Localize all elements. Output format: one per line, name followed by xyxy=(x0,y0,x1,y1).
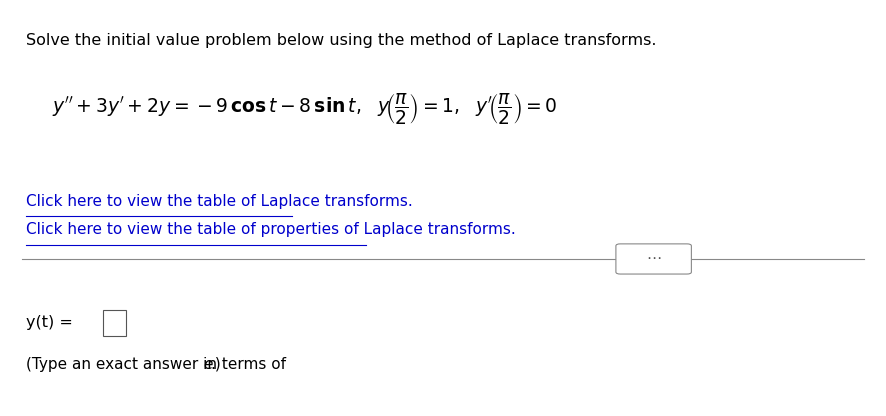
Text: $y'' + 3y' + 2y = -9\,\mathbf{cos}\,t - 8\,\mathbf{sin}\,t,\ \ y\!\left(\dfrac{\: $y'' + 3y' + 2y = -9\,\mathbf{cos}\,t - … xyxy=(52,91,558,126)
FancyBboxPatch shape xyxy=(616,244,691,274)
Text: (Type an exact answer in terms of: (Type an exact answer in terms of xyxy=(26,357,291,372)
FancyBboxPatch shape xyxy=(617,242,690,276)
Text: Solve the initial value problem below using the method of Laplace transforms.: Solve the initial value problem below us… xyxy=(26,33,657,48)
Text: Click here to view the table of properties of Laplace transforms.: Click here to view the table of properti… xyxy=(26,222,516,237)
Text: ⋯: ⋯ xyxy=(646,251,661,267)
FancyBboxPatch shape xyxy=(104,310,126,337)
Text: y(t) =: y(t) = xyxy=(26,314,73,329)
Text: .): .) xyxy=(210,357,221,372)
Text: e: e xyxy=(204,357,213,372)
Text: Click here to view the table of Laplace transforms.: Click here to view the table of Laplace … xyxy=(26,194,413,209)
